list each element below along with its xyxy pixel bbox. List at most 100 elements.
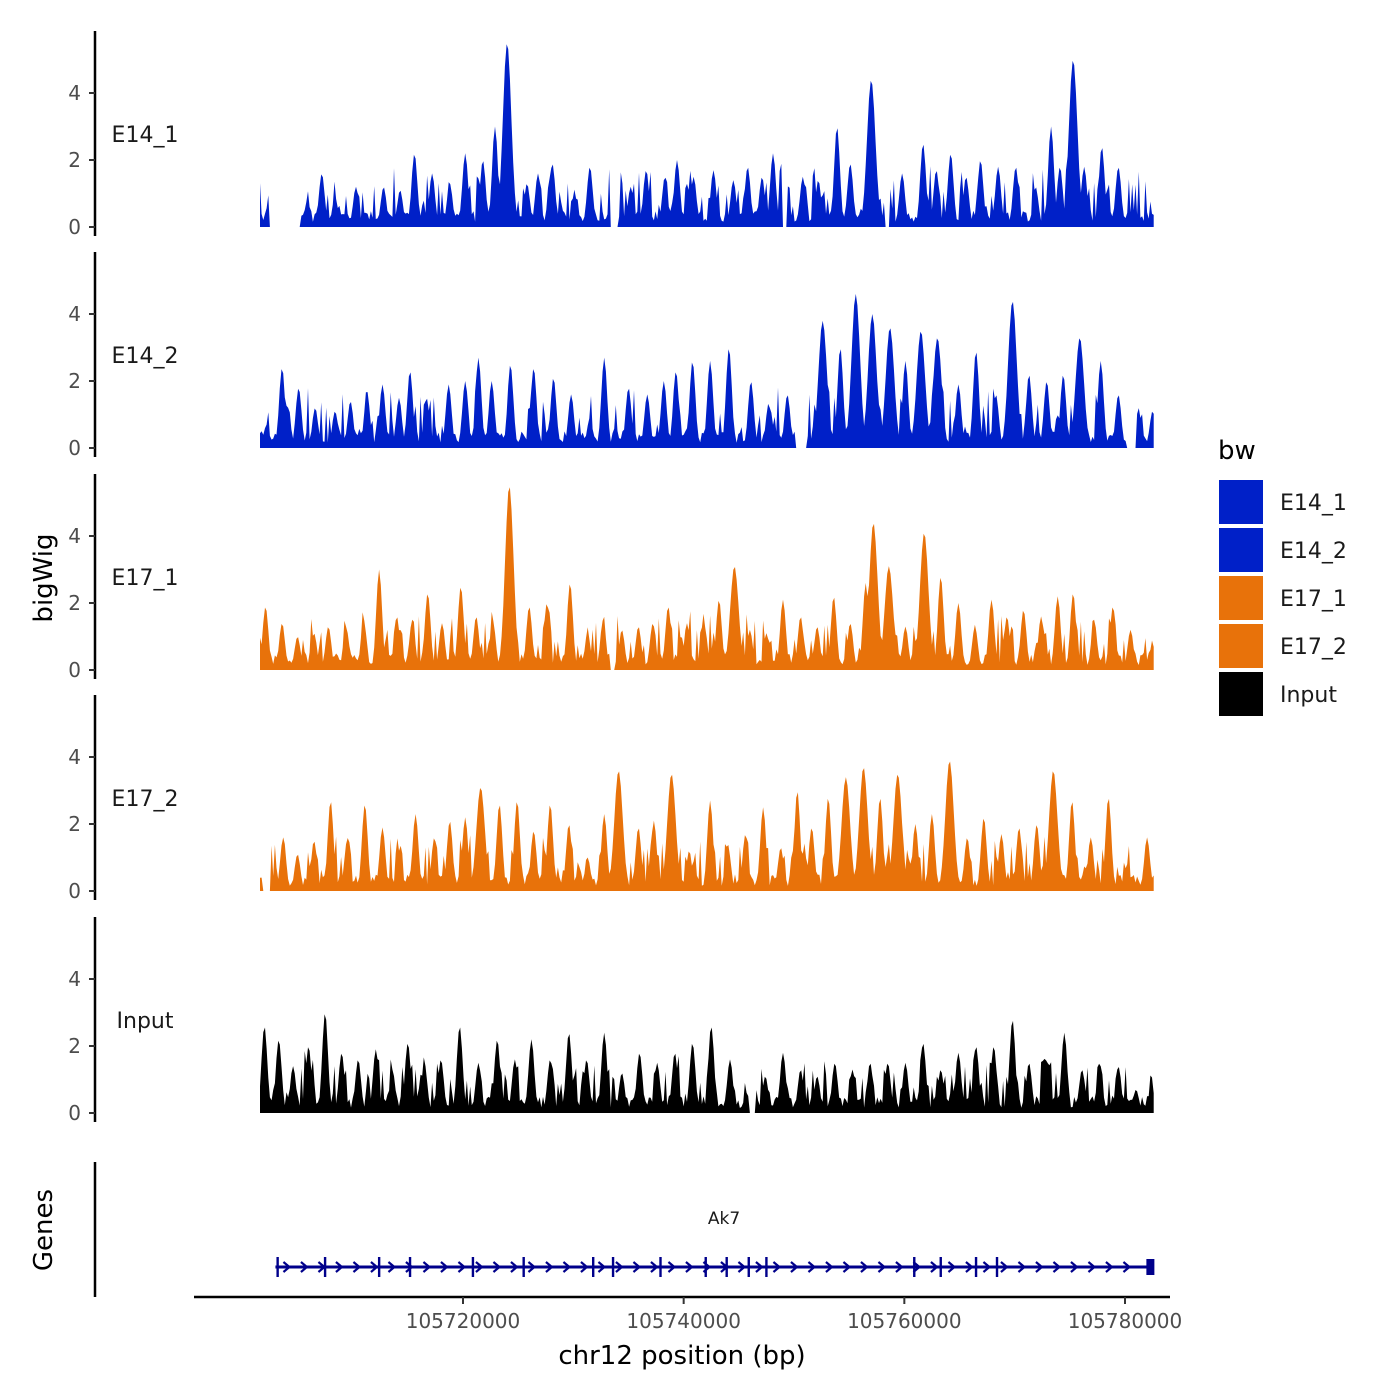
strand-arrow [1035, 1261, 1044, 1273]
strand-arrow [947, 1261, 957, 1273]
strand-arrow [877, 1261, 887, 1273]
exon-mark [377, 1257, 381, 1277]
strand-arrow [1122, 1261, 1132, 1273]
y-tick-label: 0 [68, 1101, 81, 1125]
y-tick-label: 2 [68, 591, 81, 615]
exon-mark [939, 1257, 942, 1277]
exon-mark [611, 1257, 615, 1277]
gene-model: Ak7 [275, 1209, 1155, 1277]
exon-mark [974, 1257, 978, 1277]
exon-mark [725, 1257, 728, 1277]
strand-arrow [440, 1261, 449, 1273]
strand-arrow [615, 1261, 624, 1273]
legend-item: Input [1219, 672, 1337, 716]
strand-arrow [667, 1261, 677, 1273]
legend-swatch [1219, 624, 1263, 668]
legend-label: E17_1 [1280, 587, 1347, 612]
y-tick-label: 4 [68, 524, 81, 548]
x-tick-label: 105780000 [1068, 1309, 1183, 1333]
legend-item: E14_2 [1219, 528, 1347, 572]
strand-arrow [860, 1261, 869, 1273]
strand-arrow [475, 1261, 484, 1273]
track-label: E17_1 [112, 566, 179, 591]
coverage-area [260, 44, 1154, 227]
legend: bw E14_1 E14_2 E17_1 E17_2 Input [1218, 436, 1347, 716]
legend-item: E14_1 [1219, 480, 1347, 524]
strand-arrow [457, 1261, 467, 1273]
gene-track: Ak7 [93, 1162, 1155, 1297]
legend-label: E14_1 [1280, 491, 1347, 516]
strand-arrow [597, 1261, 607, 1273]
genes-track-title: Genes [29, 1189, 59, 1271]
legend-item: E17_2 [1219, 624, 1347, 668]
track-label: Input [117, 1009, 174, 1034]
coverage-area [260, 1014, 1154, 1113]
legend-swatch [1219, 576, 1263, 620]
x-tick-label: 105760000 [847, 1309, 962, 1333]
track-input: 0 2 4 Input [68, 917, 1154, 1125]
exon-mark [659, 1257, 662, 1277]
y-tick-label: 0 [68, 436, 81, 460]
strand-arrow [737, 1261, 747, 1273]
strand-arrow [1087, 1261, 1097, 1273]
y-tick-label: 2 [68, 148, 81, 172]
strand-arrow [387, 1261, 397, 1273]
x-axis-title: chr12 position (bp) [558, 1341, 805, 1371]
strand-arrow [1105, 1261, 1114, 1273]
strand-arrow [405, 1261, 414, 1273]
y-tick-label: 4 [68, 967, 81, 991]
y-tick-label: 4 [68, 302, 81, 326]
strand-arrow [930, 1261, 939, 1273]
y-tick-label: 0 [68, 215, 81, 239]
y-axis-title: bigWig [29, 533, 59, 622]
exon-mark [323, 1257, 327, 1277]
exon-mark [522, 1257, 525, 1277]
strand-arrow [335, 1261, 344, 1273]
y-tick-label: 0 [68, 879, 81, 903]
x-tick-label: 105740000 [626, 1309, 741, 1333]
strand-arrow [1070, 1261, 1079, 1273]
x-tick-label: 105720000 [406, 1309, 521, 1333]
strand-arrow [825, 1261, 834, 1273]
y-tick-label: 0 [68, 658, 81, 682]
coverage-area [260, 761, 1154, 891]
strand-arrow [300, 1261, 309, 1273]
strand-arrow [562, 1261, 572, 1273]
y-tick-label: 2 [68, 812, 81, 836]
exon-mark [1146, 1259, 1155, 1275]
y-tick-label: 2 [68, 369, 81, 393]
track-label: E14_1 [112, 123, 179, 148]
track-label: E14_2 [112, 344, 179, 369]
strand-arrow [422, 1261, 432, 1273]
legend-swatch [1219, 528, 1263, 572]
strand-arrow [685, 1261, 694, 1273]
strand-arrow [965, 1261, 974, 1273]
legend-item: E17_1 [1219, 576, 1347, 620]
strand-arrow [842, 1261, 852, 1273]
strand-arrow [895, 1261, 904, 1273]
coverage-area [260, 293, 1154, 448]
y-tick-label: 2 [68, 1034, 81, 1058]
track-e17-2: 0 2 4 E17_2 [68, 695, 1154, 903]
legend-swatch [1219, 672, 1263, 716]
legend-label: E17_2 [1280, 635, 1347, 660]
strand-arrow [492, 1261, 502, 1273]
strand-arrow [580, 1261, 589, 1273]
exon-mark [408, 1257, 412, 1277]
y-tick-label: 4 [68, 81, 81, 105]
strand-arrow [807, 1261, 817, 1273]
strand-arrow [1052, 1261, 1062, 1273]
strand-arrow [790, 1261, 799, 1273]
strand-arrow [545, 1261, 554, 1273]
legend-swatch [1219, 480, 1263, 524]
x-axis: 105720000 105740000 105760000 105780000 [194, 1295, 1183, 1333]
strand-arrow [1017, 1261, 1027, 1273]
legend-label: Input [1280, 683, 1337, 708]
y-tick-label: 4 [68, 745, 81, 769]
strand-arrow [282, 1261, 292, 1273]
strand-arrow [650, 1261, 659, 1273]
track-e17-1: 0 2 4 E17_1 [68, 474, 1154, 682]
strand-arrow [632, 1261, 642, 1273]
strand-arrow [755, 1261, 764, 1273]
